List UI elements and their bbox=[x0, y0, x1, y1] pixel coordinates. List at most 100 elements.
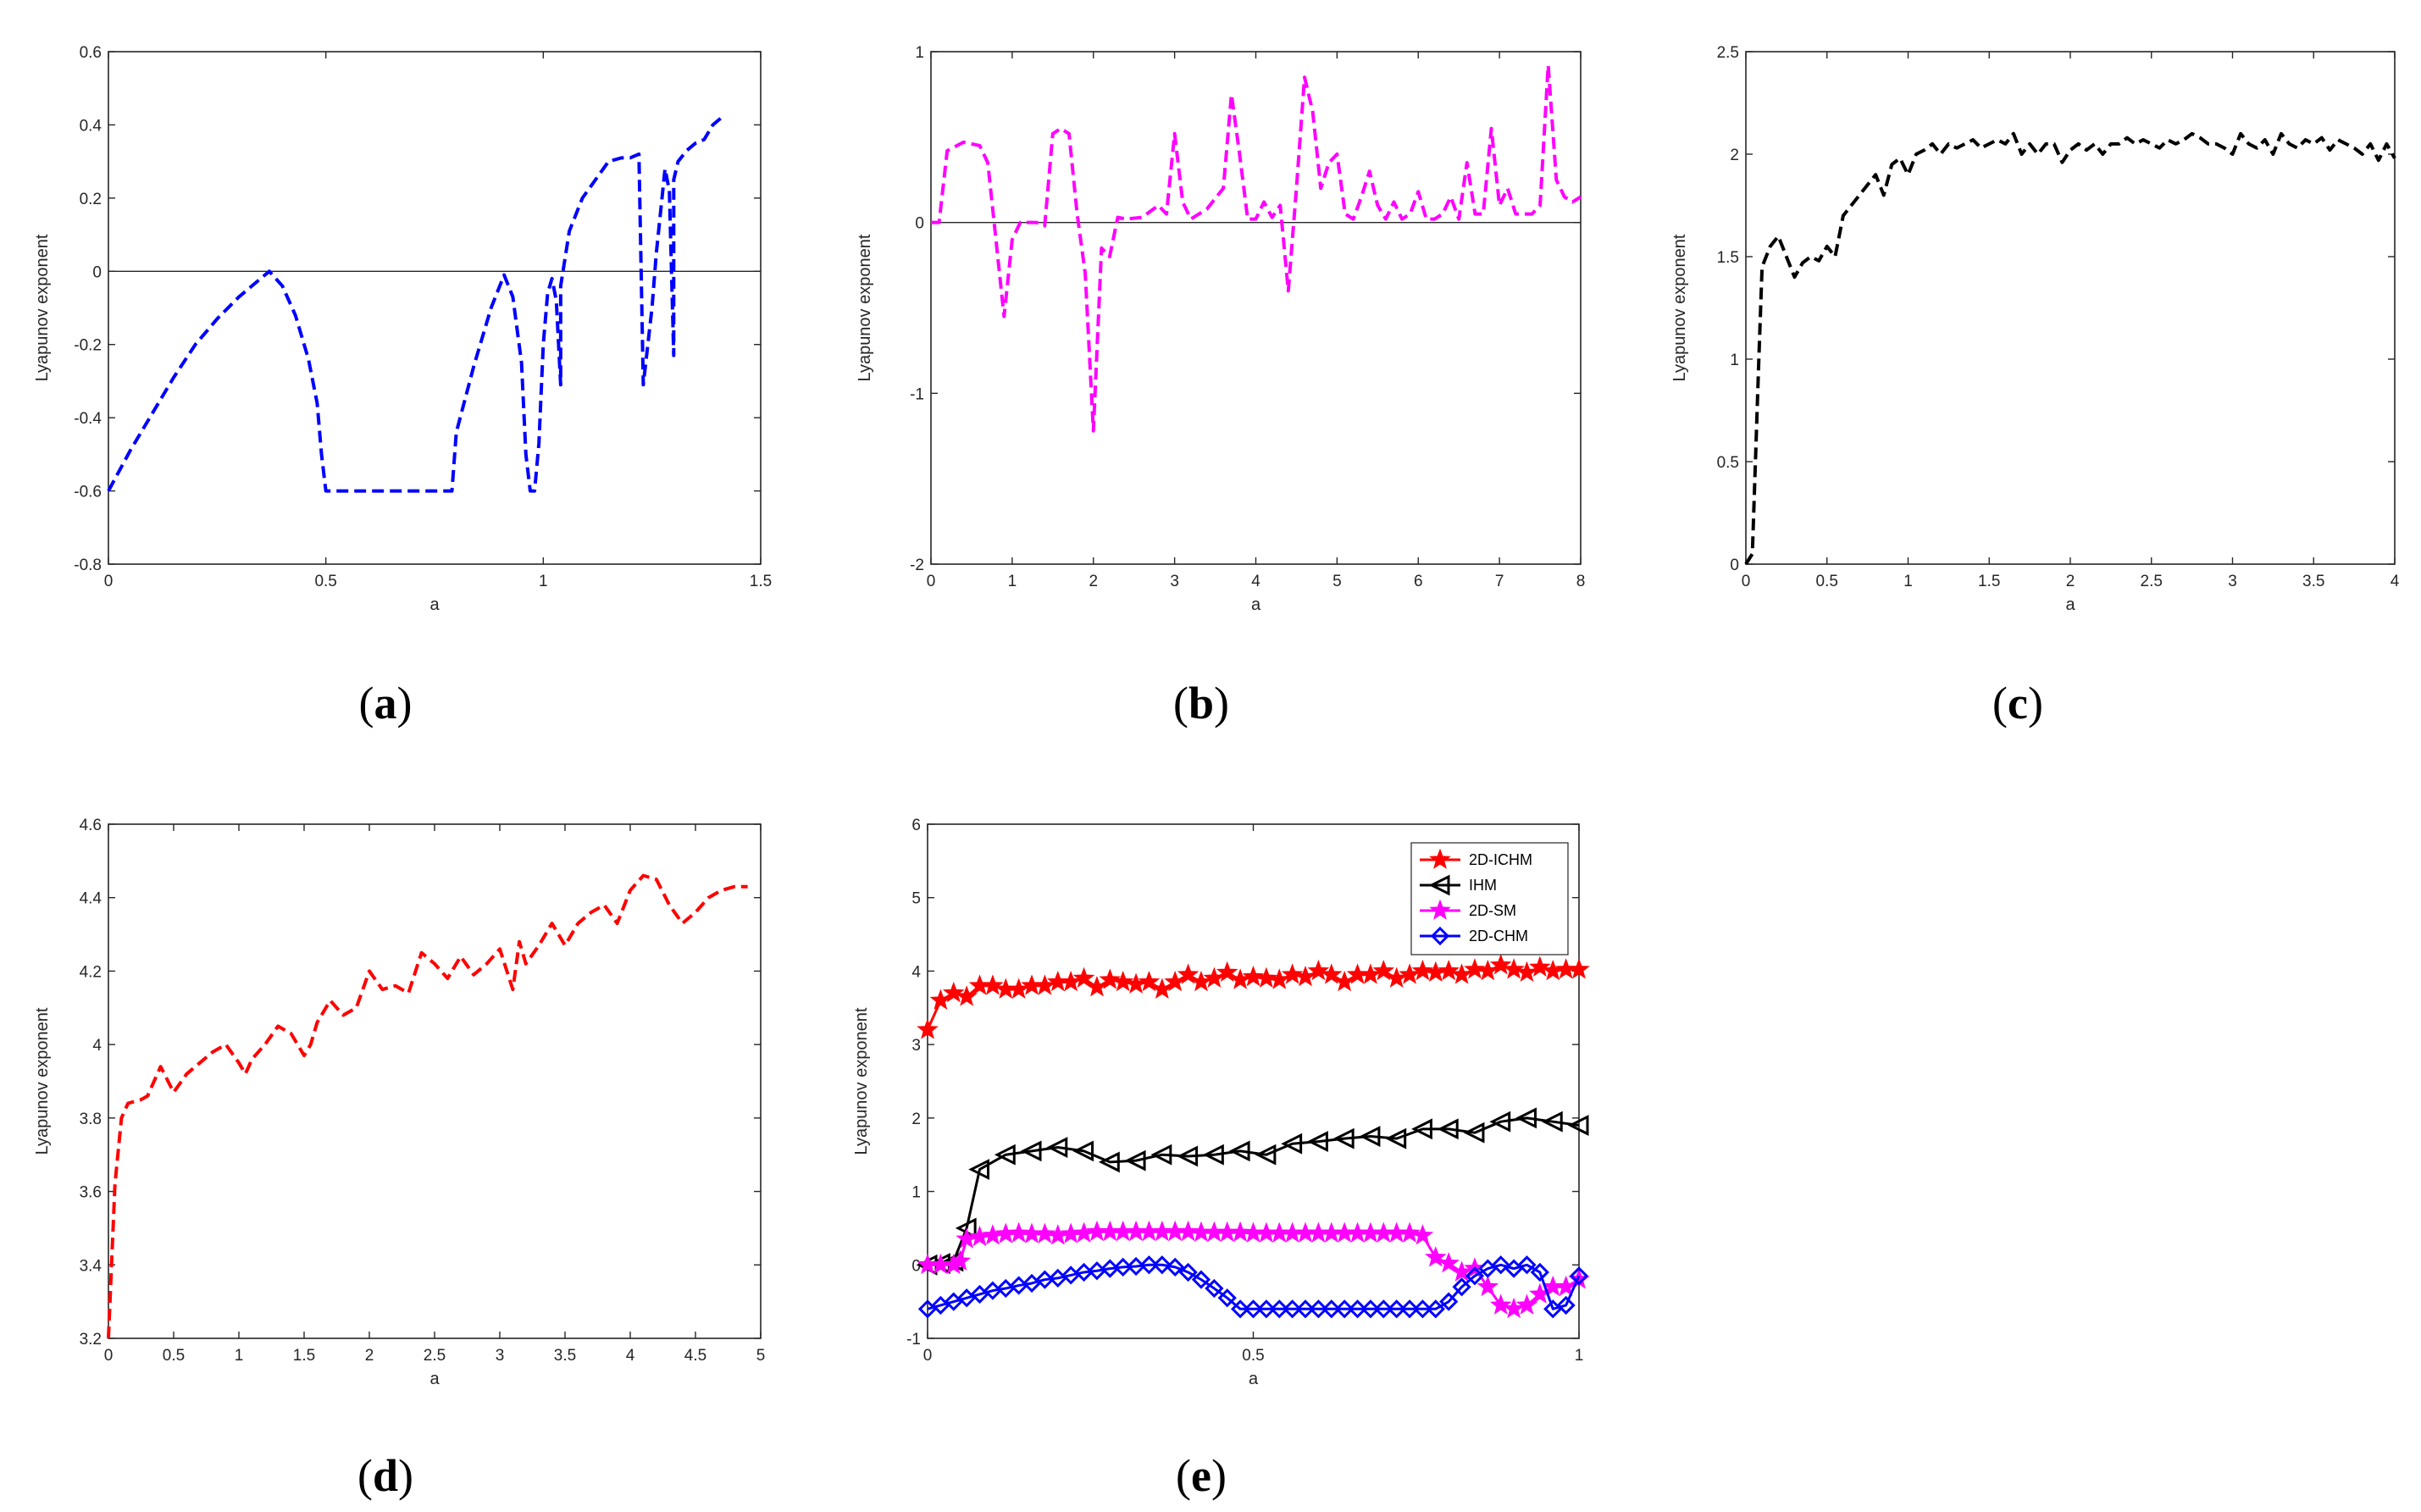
x-tick-label: 1.5 bbox=[1978, 573, 2000, 590]
plot-area-frame bbox=[108, 51, 762, 565]
y-tick-label: 4 bbox=[92, 1037, 102, 1055]
data-point-marker bbox=[1283, 1299, 1302, 1319]
data-point-marker bbox=[917, 1018, 939, 1039]
data-point-marker bbox=[1113, 1257, 1133, 1277]
x-tick-label: 3 bbox=[1170, 573, 1179, 590]
data-point-marker bbox=[1138, 971, 1161, 992]
legend-swatch-marker bbox=[1430, 926, 1450, 946]
data-point-marker bbox=[1425, 1246, 1447, 1267]
panel-caption-letter: e bbox=[1191, 1450, 1211, 1501]
data-point-marker bbox=[1491, 1255, 1510, 1275]
data-point-marker bbox=[942, 982, 965, 1003]
x-tick-label: 0 bbox=[104, 573, 114, 590]
series-line bbox=[107, 873, 748, 1339]
data-point-marker bbox=[1489, 954, 1512, 975]
data-point-marker bbox=[1321, 963, 1343, 984]
data-point-marker bbox=[1411, 960, 1434, 981]
data-point-marker bbox=[1295, 1299, 1316, 1319]
data-point-marker bbox=[1151, 978, 1173, 999]
data-point-marker bbox=[1178, 1262, 1198, 1282]
data-point-marker bbox=[1399, 1299, 1420, 1319]
data-point-marker bbox=[1203, 966, 1226, 988]
x-tick-label: 0.5 bbox=[1816, 573, 1838, 590]
y-tick-label: 0 bbox=[911, 1257, 921, 1275]
data-point-marker bbox=[1515, 961, 1538, 983]
x-tick-label: 8 bbox=[1576, 573, 1586, 590]
data-point-marker bbox=[1439, 1292, 1459, 1311]
series-2d-ichm bbox=[917, 954, 1590, 1039]
data-point-marker bbox=[1177, 1145, 1199, 1167]
x-tick-label: 1 bbox=[1575, 1347, 1584, 1365]
x-tick-label: 4 bbox=[2391, 573, 2400, 590]
data-point-marker bbox=[968, 1159, 990, 1180]
data-point-marker bbox=[1569, 1266, 1589, 1286]
data-point-marker bbox=[929, 989, 952, 1010]
series-le bbox=[107, 873, 748, 1339]
data-point-marker bbox=[1307, 960, 1330, 981]
x-axis-label: a bbox=[1251, 595, 1261, 614]
y-tick-label: 2 bbox=[911, 1110, 921, 1128]
y-tick-label: 0.6 bbox=[80, 44, 102, 62]
x-tick-label: 4 bbox=[1251, 573, 1260, 590]
data-point-marker bbox=[1541, 1110, 1563, 1133]
legend-swatch-marker bbox=[1429, 899, 1451, 920]
x-tick-label: 1.5 bbox=[293, 1347, 315, 1365]
y-tick-label: 1 bbox=[915, 44, 924, 62]
y-axis-label: Lyapunov exponent bbox=[856, 234, 874, 381]
y-tick-label: 1.5 bbox=[1717, 249, 1739, 267]
data-point-marker bbox=[1489, 1110, 1511, 1133]
plot-area-frame bbox=[1745, 51, 2396, 565]
x-tick-label: 0 bbox=[923, 1347, 933, 1365]
x-tick-label: 3 bbox=[496, 1347, 505, 1365]
data-point-marker bbox=[1333, 971, 1355, 992]
data-point-marker bbox=[1228, 1140, 1250, 1162]
y-tick-label: -0.2 bbox=[74, 337, 102, 355]
data-point-marker bbox=[1150, 1144, 1172, 1166]
panel-caption: (d) bbox=[357, 1450, 413, 1501]
data-point-marker bbox=[1164, 971, 1186, 992]
data-point-marker bbox=[1166, 1257, 1185, 1277]
y-tick-label: 4.2 bbox=[80, 963, 102, 981]
y-tick-label: 3.8 bbox=[80, 1110, 102, 1128]
data-point-marker bbox=[1452, 1277, 1471, 1297]
data-point-marker bbox=[982, 974, 1004, 995]
data-point-marker bbox=[1270, 1299, 1289, 1319]
data-point-marker bbox=[1332, 1127, 1355, 1149]
data-point-marker bbox=[1437, 1118, 1459, 1140]
panel-caption: (b) bbox=[1173, 678, 1229, 728]
legend-entry-label: 2D-ICHM bbox=[1469, 851, 1532, 868]
y-axis-label: Lyapunov exponent bbox=[33, 234, 52, 381]
y-tick-label: 1 bbox=[1730, 352, 1739, 369]
x-tick-label: 3.5 bbox=[2302, 573, 2324, 590]
data-point-marker bbox=[1033, 1222, 1056, 1243]
data-point-marker bbox=[1503, 958, 1525, 979]
x-tick-label: 0 bbox=[1742, 573, 1751, 590]
x-tick-label: 3.5 bbox=[554, 1347, 576, 1365]
data-point-marker bbox=[1177, 1220, 1199, 1242]
y-axis-label: Lyapunov exponent bbox=[33, 1007, 52, 1155]
data-point-marker bbox=[1387, 1299, 1406, 1319]
data-point-marker bbox=[1124, 1149, 1146, 1171]
data-point-marker bbox=[1216, 961, 1238, 983]
x-tick-label: 7 bbox=[1495, 573, 1504, 590]
data-point-marker bbox=[1294, 965, 1316, 987]
data-point-marker bbox=[1191, 1270, 1211, 1289]
x-tick-label: 1 bbox=[539, 573, 548, 590]
chart-panel-c: 0 0.5 1 1.5 2 2.5 3 3.5 4 0 0.5 1 1.5 2 2.5 a Lyapunov e… bbox=[1670, 44, 2400, 728]
data-point-marker bbox=[994, 1144, 1016, 1166]
data-point-marker bbox=[1268, 968, 1291, 989]
legend-entry-label: IHM bbox=[1469, 877, 1497, 894]
y-axis-label: Lyapunov exponent bbox=[1670, 234, 1689, 381]
data-point-marker bbox=[1476, 960, 1499, 981]
data-point-marker bbox=[1348, 1299, 1367, 1319]
data-point-marker bbox=[1072, 966, 1095, 988]
data-point-marker bbox=[1309, 1299, 1328, 1319]
data-point-marker bbox=[1464, 958, 1486, 979]
data-point-marker bbox=[1139, 1255, 1159, 1275]
plot-area-frame bbox=[108, 823, 762, 1339]
data-point-marker bbox=[1450, 963, 1473, 984]
x-tick-label: 2.5 bbox=[2141, 573, 2163, 590]
data-point-marker bbox=[1281, 1133, 1303, 1155]
